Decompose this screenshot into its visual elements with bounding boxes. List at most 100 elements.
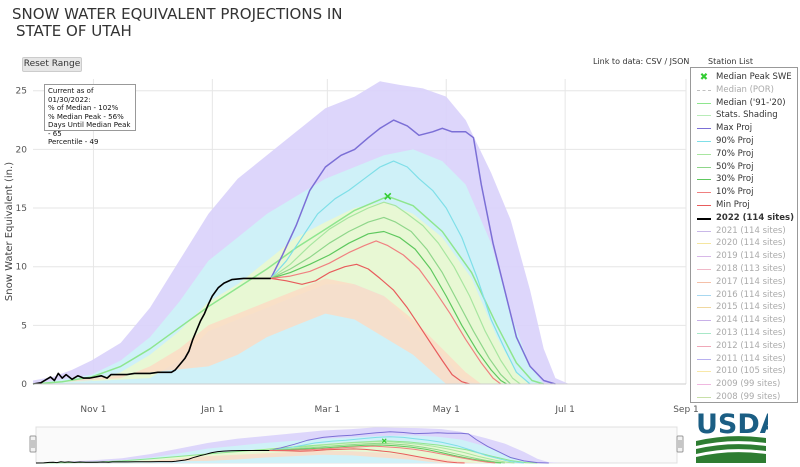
y-tick-label: 5: [21, 321, 27, 331]
line-swatch-icon: [697, 102, 711, 104]
legend-item[interactable]: 30% Proj: [691, 173, 797, 186]
navigator-peak-marker: [381, 438, 387, 444]
line-swatch-icon: [697, 256, 711, 258]
legend-label: 90% Proj: [716, 136, 754, 146]
line-swatch-icon: [697, 269, 711, 270]
legend-label: 50% Proj: [716, 161, 754, 172]
line-swatch-icon: [697, 230, 711, 232]
line-swatch-icon: [697, 333, 711, 334]
legend-item[interactable]: 2012 (114 sites): [691, 340, 797, 353]
navigator-line: [269, 445, 496, 464]
info-line-5: Percentile - 49: [48, 138, 99, 146]
legend-item[interactable]: 2022 (114 sites): [691, 212, 797, 225]
usda-logo-text: USDA: [696, 409, 768, 440]
y-tick-label: 20: [16, 145, 28, 155]
series-line: [270, 263, 470, 385]
y-tick-label: 10: [16, 263, 28, 273]
legend-item[interactable]: Median (POR): [691, 84, 797, 97]
legend-label: 2020 (114 sites): [716, 238, 786, 249]
legend-item[interactable]: Max Proj: [691, 122, 797, 135]
navigator-line: [269, 448, 465, 464]
legend-label: 2015 (114 sites): [716, 302, 786, 313]
legend-label: 2014 (114 sites): [716, 315, 786, 326]
legend-item[interactable]: 2010 (105 sites): [691, 365, 797, 378]
navigator-handle-left[interactable]: [29, 435, 37, 453]
navigator-line: [269, 431, 549, 464]
legend-label: Max Proj: [716, 123, 753, 134]
legend-item[interactable]: 2021 (114 sites): [691, 225, 797, 238]
legend-label: 30% Proj: [716, 174, 754, 185]
legend-item[interactable]: 2011 (114 sites): [691, 353, 797, 366]
navigator-line: [269, 442, 505, 464]
legend-item[interactable]: 2020 (114 sites): [691, 237, 797, 250]
legend-item[interactable]: 2015 (114 sites): [691, 301, 797, 314]
legend-item[interactable]: 2008 (99 sites): [691, 391, 797, 404]
line-swatch-icon: [697, 243, 711, 245]
line-swatch-icon: [697, 320, 711, 322]
legend-label: Stats. Shading: [716, 110, 778, 121]
legend-label: Min Proj: [716, 200, 750, 210]
navigator-handle-right[interactable]: [676, 435, 684, 453]
legend-item[interactable]: Min Proj: [691, 199, 797, 212]
legend-label: 2017 (114 sites): [716, 276, 786, 287]
legend-item[interactable]: 2017 (114 sites): [691, 276, 797, 289]
shading-low-band: [33, 278, 482, 384]
line-swatch-icon: [697, 179, 711, 181]
x-tick-label: Mar 1: [315, 405, 341, 415]
series-line: [270, 119, 556, 385]
series-line: [270, 240, 502, 385]
legend-item[interactable]: Median ('91-'20): [691, 97, 797, 110]
line-swatch-icon: [697, 141, 711, 142]
navigator-line: [269, 444, 502, 464]
line-swatch-icon: [697, 128, 711, 130]
legend-item[interactable]: 2014 (114 sites): [691, 314, 797, 327]
line-swatch-icon: [697, 294, 711, 296]
legend-label: 2009 (99 sites): [716, 379, 781, 390]
line-swatch-icon: [697, 89, 711, 91]
legend-item[interactable]: 70% Proj: [691, 148, 797, 161]
series-line: [270, 216, 512, 385]
legend-label: 2008 (99 sites): [716, 392, 781, 402]
legend-label: 2022 (114 sites): [716, 212, 794, 223]
legend-label: Median (POR): [716, 84, 774, 95]
line-swatch-icon: [697, 397, 711, 398]
line-swatch-icon: [697, 217, 711, 220]
link-to-data[interactable]: Link to data: CSV / JSON: [593, 57, 690, 66]
legend-label: 70% Proj: [716, 148, 754, 159]
line-swatch-icon: [697, 371, 711, 373]
line-swatch-icon: [697, 115, 711, 117]
legend-item[interactable]: 2019 (114 sites): [691, 250, 797, 263]
legend-item[interactable]: ✖ Median Peak SWE: [691, 71, 797, 84]
legend-item[interactable]: 2018 (113 sites): [691, 263, 797, 276]
legend-item[interactable]: 50% Proj: [691, 161, 797, 174]
series-line: [270, 230, 508, 385]
legend-item[interactable]: 10% Proj: [691, 186, 797, 199]
legend-item[interactable]: 2009 (99 sites): [691, 378, 797, 391]
station-list-link[interactable]: Station List: [708, 57, 753, 66]
series-line: [32, 277, 271, 385]
line-swatch-icon: [697, 358, 711, 360]
legend-label: 2018 (113 sites): [716, 264, 786, 274]
info-line-3: % Median Peak - 56%: [48, 112, 124, 121]
x-tick-label: Jan 1: [200, 405, 223, 415]
series-line: [270, 201, 521, 385]
series-line: [270, 160, 531, 385]
x-tick-label: Jul 1: [554, 405, 574, 415]
reset-range-button[interactable]: Reset Range: [22, 57, 82, 72]
navigator-line: [35, 440, 538, 464]
legend-item[interactable]: 2013 (114 sites): [691, 327, 797, 340]
legend-label: 10% Proj: [716, 187, 754, 198]
legend-item[interactable]: 90% Proj: [691, 135, 797, 148]
legend-label: 2016 (114 sites): [716, 289, 786, 300]
line-swatch-icon: [697, 281, 711, 283]
median-peak-marker: [384, 192, 392, 200]
info-line-2: % of Median - 102%: [48, 104, 119, 112]
legend-item[interactable]: Stats. Shading: [691, 109, 797, 122]
marker-icon: ✖: [699, 72, 709, 83]
line-swatch-icon: [697, 205, 711, 206]
line-swatch-icon: [697, 384, 711, 386]
x-tick-label: Nov 1: [80, 405, 106, 415]
line-swatch-icon: [697, 166, 711, 168]
y-tick-label: 0: [21, 380, 27, 390]
legend-item[interactable]: 2016 (114 sites): [691, 289, 797, 302]
